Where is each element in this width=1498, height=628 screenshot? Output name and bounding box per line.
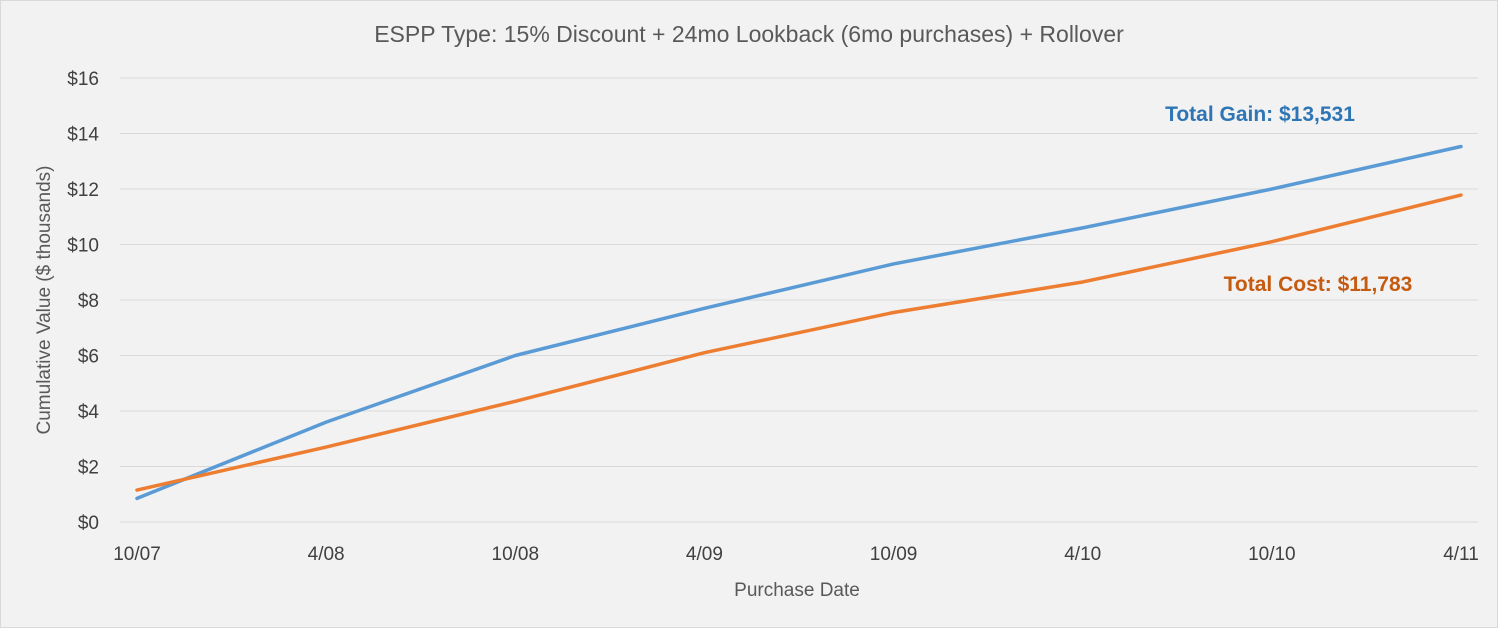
x-tick-labels: 10/07 4/08 10/08 4/09 10/09 4/10 10/10 4/11 (113, 544, 1479, 565)
y-tick-label: $12 (67, 180, 99, 201)
y-tick-label: $8 (78, 291, 99, 312)
series-line-cost (135, 193, 1463, 492)
x-tick-label: 10/08 (492, 544, 540, 565)
x-tick-label: 4/09 (686, 544, 723, 565)
y-tick-label: $6 (78, 347, 99, 368)
chart-title: ESPP Type: 15% Discount + 24mo Lookback … (374, 21, 1124, 47)
annotation-gain: Total Gain: $13,531 (1165, 103, 1355, 126)
x-tick-label: 4/08 (308, 544, 345, 565)
series-lines (135, 144, 1463, 501)
series-line-gain (135, 144, 1463, 501)
y-tick-labels: $0 $2 $4 $6 $8 $10 $12 $14 $16 (67, 69, 99, 534)
y-tick-label: $10 (67, 236, 99, 257)
y-tick-label: $4 (78, 402, 100, 423)
annotation-cost: Total Cost: $11,783 (1224, 273, 1413, 296)
y-tick-label: $16 (67, 69, 99, 90)
x-tick-label: 4/11 (1443, 544, 1479, 565)
y-tick-label: $14 (67, 125, 99, 146)
x-tick-label: 4/10 (1064, 544, 1101, 565)
y-axis-label: Cumulative Value ($ thousands) (34, 166, 55, 435)
x-tick-label: 10/10 (1248, 544, 1296, 565)
y-tick-label: $2 (78, 458, 99, 479)
x-axis-label: Purchase Date (734, 580, 860, 601)
gridlines (120, 77, 1478, 523)
y-tick-label: $0 (78, 513, 99, 534)
annotations: Total Gain: $13,531 Total Cost: $11,783 (1165, 103, 1412, 296)
x-tick-label: 10/09 (870, 544, 918, 565)
x-tick-label: 10/07 (113, 544, 161, 565)
